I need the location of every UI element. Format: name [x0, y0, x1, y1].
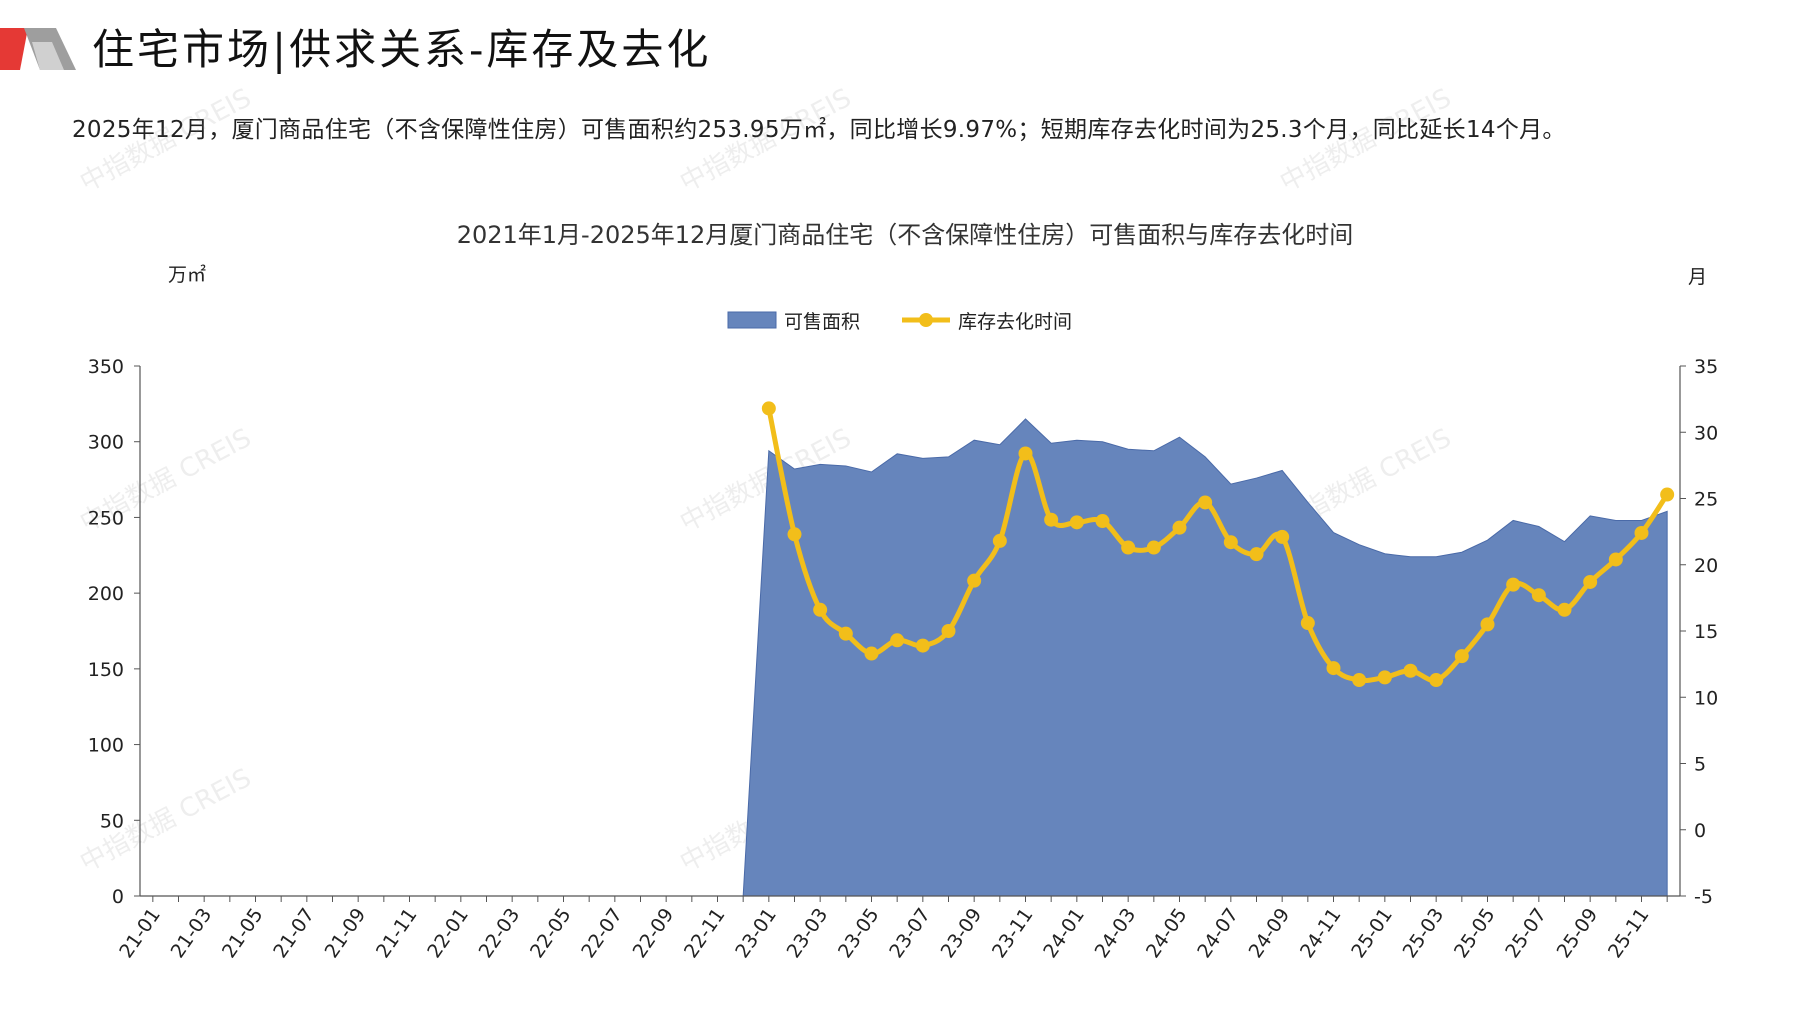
x-axis-tick-label: 21-01: [115, 904, 165, 962]
x-axis-tick-label: 21-05: [218, 904, 268, 962]
header-logo-mark: [0, 28, 76, 70]
chart-title: 2021年1月-2025年12月厦门商品住宅（不含保障性住房）可售面积与库存去化…: [457, 221, 1354, 249]
line-series-point: [1608, 552, 1623, 567]
x-axis-tick-label: 25-01: [1347, 904, 1397, 962]
line-series-point: [1377, 670, 1392, 685]
x-axis-tick-label: 25-07: [1501, 904, 1551, 962]
right-axis-tick-label: 35: [1694, 356, 1718, 378]
line-series-point: [1044, 512, 1059, 527]
x-axis-tick-label: 23-05: [834, 904, 884, 962]
right-axis-tick-label: 30: [1694, 422, 1718, 444]
legend-label-area: 可售面积: [784, 311, 860, 333]
x-axis-tick-label: 22-03: [475, 904, 525, 962]
line-series-point: [1146, 540, 1161, 555]
x-axis-tick-label: 22-01: [423, 904, 473, 962]
right-axis-tick-label: 0: [1694, 820, 1706, 842]
right-axis-unit: 月: [1688, 266, 1707, 288]
line-series-point: [1069, 515, 1084, 530]
line-series-point: [1352, 673, 1367, 688]
x-axis-tick-label: 22-05: [526, 904, 576, 962]
summary-text: 2025年12月，厦门商品住宅（不含保障性住房）可售面积约253.95万㎡，同比…: [72, 117, 1566, 143]
line-series-point: [1480, 617, 1495, 632]
line-series-point: [838, 626, 853, 641]
left-axis-unit: 万㎡: [168, 263, 206, 286]
left-axis-tick-label: 300: [88, 432, 124, 454]
line-series-point: [761, 401, 776, 416]
left-axis-tick-label: 350: [88, 356, 124, 378]
legend: 可售面积 库存去化时间: [727, 311, 1072, 333]
x-axis-tick-label: 24-11: [1296, 904, 1346, 962]
x-axis-tick-label: 21-11: [372, 904, 422, 962]
right-axis-tick-label: 15: [1694, 621, 1718, 643]
x-axis-tick-label: 25-11: [1604, 904, 1654, 962]
line-series-point: [1249, 547, 1264, 562]
x-axis-tick-label: 23-03: [783, 904, 833, 962]
line-series-point: [1095, 514, 1110, 529]
left-axis-tick-label: 0: [112, 886, 124, 908]
line-series-point: [1660, 487, 1675, 502]
x-axis-tick-label: 24-05: [1142, 904, 1192, 962]
line-series-point: [1198, 495, 1213, 510]
x-axis-tick-label: 21-09: [321, 904, 371, 962]
legend-swatch-marker: [919, 313, 933, 327]
area-series-sellable: [742, 418, 1668, 897]
left-axis-tick-label: 100: [88, 735, 124, 757]
right-axis-tick-label: 20: [1694, 555, 1718, 577]
line-series-point: [1121, 540, 1136, 555]
line-series-point: [1531, 588, 1546, 603]
right-axis-tick-label: 10: [1694, 687, 1718, 709]
line-series-point: [1300, 616, 1315, 631]
right-axis-tick-label: 25: [1694, 489, 1718, 511]
x-axis-tick-label: 21-07: [269, 904, 319, 962]
line-series-point: [1403, 663, 1418, 678]
line-series-point: [941, 624, 956, 638]
line-series-point: [1275, 529, 1290, 544]
line-series-point: [1018, 446, 1033, 461]
line-series-point: [1634, 525, 1649, 540]
x-axis-tick-label: 22-07: [577, 904, 627, 962]
x-axis-tick-label: 23-09: [937, 904, 987, 962]
x-axis-tick-label: 24-07: [1193, 904, 1243, 962]
left-axis-tick-label: 150: [88, 659, 124, 681]
line-series-point: [1223, 535, 1238, 550]
line-series-point: [1172, 520, 1187, 535]
x-axis-tick-label: 24-03: [1091, 904, 1141, 962]
right-axis-tick-label: 5: [1694, 754, 1706, 776]
line-series-point: [1583, 574, 1598, 589]
legend-swatch-area: [727, 311, 777, 329]
x-axis-tick-label: 25-03: [1399, 904, 1449, 962]
line-series-point: [1506, 577, 1521, 592]
line-series-point: [967, 573, 982, 588]
x-axis-tick-label: 23-01: [731, 904, 781, 962]
x-axis-tick-label: 22-09: [629, 904, 679, 962]
left-axis-tick-label: 50: [100, 810, 124, 832]
x-axis-tick-label: 23-07: [885, 904, 935, 962]
x-axis-tick-label: 21-03: [167, 904, 217, 962]
page-title: 住宅市场|供求关系-库存及去化: [92, 25, 712, 74]
x-axis-tick-label: 25-09: [1553, 904, 1603, 962]
x-axis-tick-label: 23-11: [988, 904, 1038, 962]
line-series-point: [992, 533, 1007, 548]
line-series-point: [864, 646, 879, 661]
left-axis-tick-label: 250: [88, 507, 124, 529]
line-series-point: [787, 527, 802, 542]
plot-area: 0 50 100 150 200 250 300 350 -5 0 5 10 15 20 25 30 35 21-…: [88, 356, 1718, 962]
x-axis-tick-label: 22-11: [680, 904, 730, 962]
x-axis-tick-label: 25-05: [1450, 904, 1500, 962]
x-axis-tick-label: 24-01: [1039, 904, 1089, 962]
left-axis-tick-label: 200: [88, 583, 124, 605]
x-axis-tick-label: 24-09: [1245, 904, 1295, 962]
legend-label-line: 库存去化时间: [958, 311, 1072, 333]
right-axis-tick-label: -5: [1694, 886, 1713, 908]
line-series-point: [1326, 661, 1341, 676]
line-series-point: [890, 633, 905, 648]
line-series-point: [1557, 602, 1572, 617]
line-series-point: [915, 638, 930, 653]
line-series-point: [813, 602, 828, 617]
line-series-point: [1454, 649, 1469, 664]
line-series-point: [1429, 673, 1444, 688]
